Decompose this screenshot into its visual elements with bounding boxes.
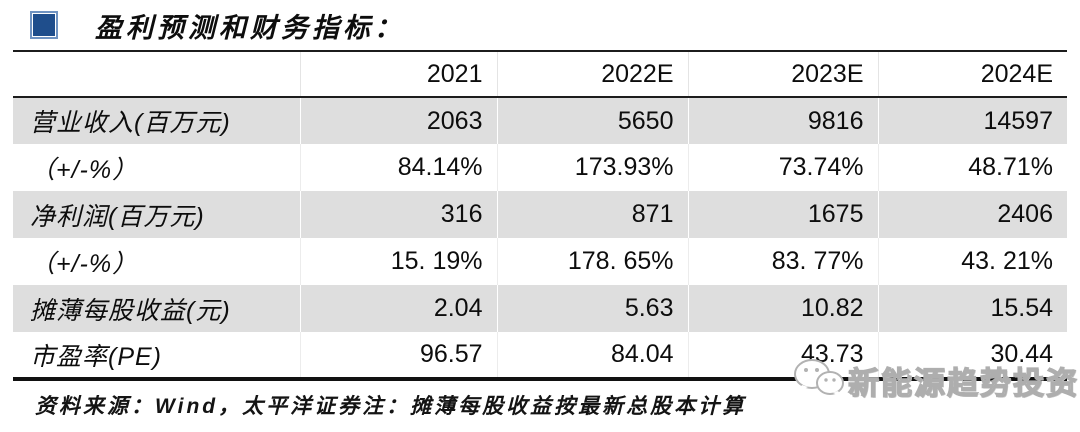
cell-value: 43. 21%	[877, 238, 1067, 285]
wechat-icon	[790, 356, 846, 405]
row-label: 净利润(百万元)	[30, 202, 205, 231]
cell-value: 173.93%	[496, 144, 688, 191]
cell-value: 5650	[496, 97, 688, 144]
table-row-net-profit-growth: （+/-%） 15. 19% 178. 65% 83. 77% 43. 21%	[13, 238, 1067, 285]
cell-value: 43.73	[687, 332, 878, 379]
header-year-2024e: 2024E	[877, 51, 1067, 97]
section-title: 盈利预测和财务指标：	[95, 12, 405, 43]
row-label: 市盈率(PE)	[30, 342, 163, 371]
row-label: 摊薄每股收益(元)	[30, 296, 231, 325]
watermark-text: 新能源趋势投资	[847, 365, 1079, 401]
source-note: 资料来源：Wind，太平洋证券注：摊薄每股收益按最新总股本计算	[35, 395, 747, 418]
section-bullet-square	[30, 11, 58, 39]
cell-value: 5.63	[496, 285, 688, 332]
cell-value: 2.04	[299, 285, 497, 332]
cell-value: 84.14%	[299, 144, 497, 191]
cell-value: 316	[299, 191, 497, 238]
cell-value: 15. 19%	[299, 238, 497, 285]
table-row-revenue-growth: （+/-%） 84.14% 173.93% 73.74% 48.71%	[13, 144, 1067, 191]
cell-value: 96.57	[299, 332, 497, 379]
row-label: （+/-%）	[30, 155, 139, 184]
table-header-row: 2021 2022E 2023E 2024E	[13, 51, 1067, 97]
cell-value: 1675	[687, 191, 878, 238]
cell-value: 178. 65%	[496, 238, 688, 285]
watermark: 新能源趋势投资	[790, 356, 1079, 405]
header-empty-cell	[13, 51, 300, 97]
row-label: （+/-%）	[30, 249, 139, 278]
financial-forecast-table: 2021 2022E 2023E 2024E 营业收入(百万元) 2063 56…	[13, 50, 1067, 381]
cell-value: 10.82	[687, 285, 878, 332]
header-year-2022e: 2022E	[496, 51, 688, 97]
table-row-revenue: 营业收入(百万元) 2063 5650 9816 14597	[13, 97, 1067, 144]
cell-value: 14597	[877, 97, 1067, 144]
cell-value: 871	[496, 191, 688, 238]
table-row-diluted-eps: 摊薄每股收益(元) 2.04 5.63 10.82 15.54	[13, 285, 1067, 332]
cell-value: 30.44	[877, 332, 1067, 379]
cell-value: 2063	[299, 97, 497, 144]
cell-value: 2406	[877, 191, 1067, 238]
header-year-2021: 2021	[299, 51, 497, 97]
table-row-pe-ratio: 市盈率(PE) 96.57 84.04 43.73 30.44	[13, 332, 1067, 379]
section-title-row: 盈利预测和财务指标：	[0, 0, 1080, 50]
cell-value: 15.54	[877, 285, 1067, 332]
cell-value: 9816	[687, 97, 878, 144]
row-label: 营业收入(百万元)	[30, 109, 231, 137]
cell-value: 83. 77%	[687, 238, 878, 285]
table-row-net-profit: 净利润(百万元) 316 871 1675 2406	[13, 191, 1067, 238]
header-year-2023e: 2023E	[687, 51, 878, 97]
cell-value: 84.04	[496, 332, 688, 379]
cell-value: 73.74%	[687, 144, 878, 191]
cell-value: 48.71%	[877, 144, 1067, 191]
